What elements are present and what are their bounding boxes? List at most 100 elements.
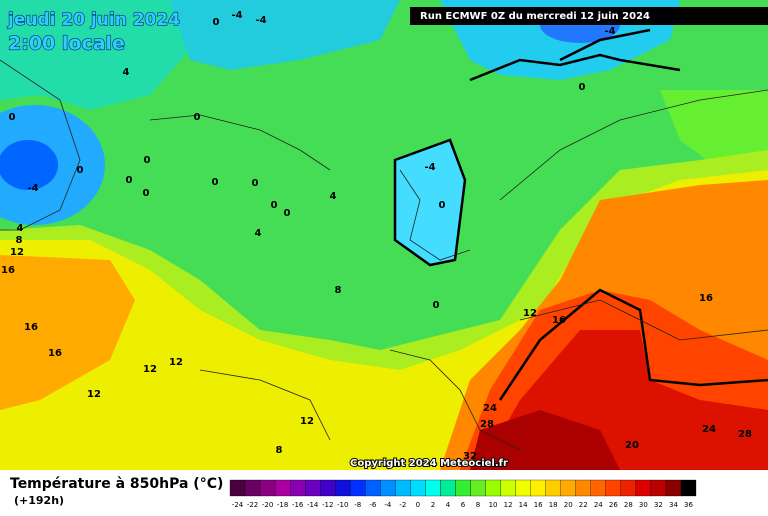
coastlines <box>0 59 768 451</box>
contour-label: 16 <box>699 293 713 304</box>
contour-lines <box>393 28 768 401</box>
contour-label: 16 <box>552 315 566 326</box>
color-label: -22 <box>247 501 258 509</box>
run-info: Run ECMWF 0Z du mercredi 12 juin 2024 <box>420 11 650 22</box>
contour-label: -4 <box>255 15 266 26</box>
contour-label: 0 <box>144 155 151 166</box>
contour-label: 0 <box>284 208 291 219</box>
color-cell <box>259 479 276 497</box>
contour-label: 16 <box>48 348 62 359</box>
contour-label: 16 <box>24 322 38 333</box>
color-cell <box>440 479 456 497</box>
color-scale: -24 -22 -20 -18 -16 -14 -12 -10 -8 -6 -4 -2 0 2 4 6 8 10 1… <box>229 479 697 509</box>
color-label: 28 <box>624 501 633 509</box>
contour-label: 12 <box>523 308 537 319</box>
map-field <box>0 0 768 470</box>
color-cell <box>305 479 321 497</box>
contour-label: 0 <box>433 300 440 311</box>
color-cell <box>274 479 291 497</box>
color-label: 14 <box>519 501 528 509</box>
color-label: 4 <box>446 501 451 509</box>
color-label: 18 <box>549 501 558 509</box>
contour-label: 0 <box>126 175 133 186</box>
contour-label: 20 <box>625 440 639 451</box>
color-cell <box>650 479 667 497</box>
contour-label: -4 <box>424 162 435 173</box>
contour-label: 8 <box>276 445 283 456</box>
contour-label: 0 <box>212 177 219 188</box>
color-cell <box>289 479 306 497</box>
color-cell <box>560 479 576 497</box>
contour-label: -4 <box>604 26 615 37</box>
color-label: 16 <box>534 501 543 509</box>
color-label: -4 <box>384 501 392 509</box>
contour-label: 16 <box>1 265 15 276</box>
color-cell <box>530 479 546 497</box>
color-label: 30 <box>639 501 648 509</box>
color-cell <box>635 479 652 497</box>
contour-label: 0 <box>439 200 446 211</box>
color-cell <box>470 479 486 497</box>
color-cell <box>380 479 396 497</box>
contour-label: 4 <box>255 228 262 239</box>
color-cell <box>365 479 381 497</box>
color-label: 2 <box>431 501 435 509</box>
color-label: 36 <box>684 501 693 509</box>
contour-label: 12 <box>143 364 157 375</box>
contour-label: 12 <box>169 357 183 368</box>
color-label: 6 <box>461 501 466 509</box>
color-cell <box>515 479 531 497</box>
contour-label: 8 <box>16 235 23 246</box>
color-cell <box>500 479 516 497</box>
color-cell <box>545 479 561 497</box>
color-label: 12 <box>504 501 513 509</box>
color-cell <box>485 479 501 497</box>
legend-subtitle: (+192h) <box>14 494 64 507</box>
contour-label: 0 <box>194 112 201 123</box>
color-label: -20 <box>262 501 273 509</box>
color-label: -16 <box>292 501 304 509</box>
color-label: -10 <box>337 501 348 509</box>
contour-label: 0 <box>271 200 278 211</box>
color-label: 0 <box>416 501 420 509</box>
contour-label: 24 <box>483 403 497 414</box>
contour-label: 28 <box>480 419 494 430</box>
contour-label: 28 <box>738 429 752 440</box>
color-cell <box>680 479 697 497</box>
color-cell <box>350 479 366 497</box>
contour-label: 0 <box>143 188 150 199</box>
contour-label: 4 <box>17 223 24 234</box>
color-label: 24 <box>594 501 603 509</box>
map-date: jeudi 20 juin 2024 <box>7 10 180 30</box>
color-label: -12 <box>322 501 333 509</box>
contour-label: 0 <box>252 178 259 189</box>
run-box <box>410 7 768 25</box>
color-label: 22 <box>579 501 588 509</box>
color-label: -2 <box>399 501 406 509</box>
contour-label: 12 <box>300 416 314 427</box>
contour-label: 0 <box>579 82 586 93</box>
color-cell <box>425 479 441 497</box>
color-label: -18 <box>277 501 288 509</box>
contour-label: -4 <box>231 10 242 21</box>
contour-label: 12 <box>10 247 24 258</box>
color-cell <box>455 479 471 497</box>
color-label: -14 <box>307 501 319 509</box>
color-cell <box>620 479 637 497</box>
color-label: 20 <box>564 501 573 509</box>
color-cell <box>605 479 621 497</box>
color-label: -6 <box>369 501 377 509</box>
color-cell <box>590 479 606 497</box>
color-cell <box>575 479 591 497</box>
color-cell <box>335 479 351 497</box>
map-time: 2:00 locale <box>8 33 125 55</box>
color-label: -8 <box>354 501 361 509</box>
color-label: 32 <box>654 501 663 509</box>
contour-label: -4 <box>27 183 38 194</box>
contour-label: 8 <box>335 285 342 296</box>
contour-label: 4 <box>123 67 130 78</box>
color-label: 34 <box>669 501 678 509</box>
color-cell <box>244 479 261 497</box>
